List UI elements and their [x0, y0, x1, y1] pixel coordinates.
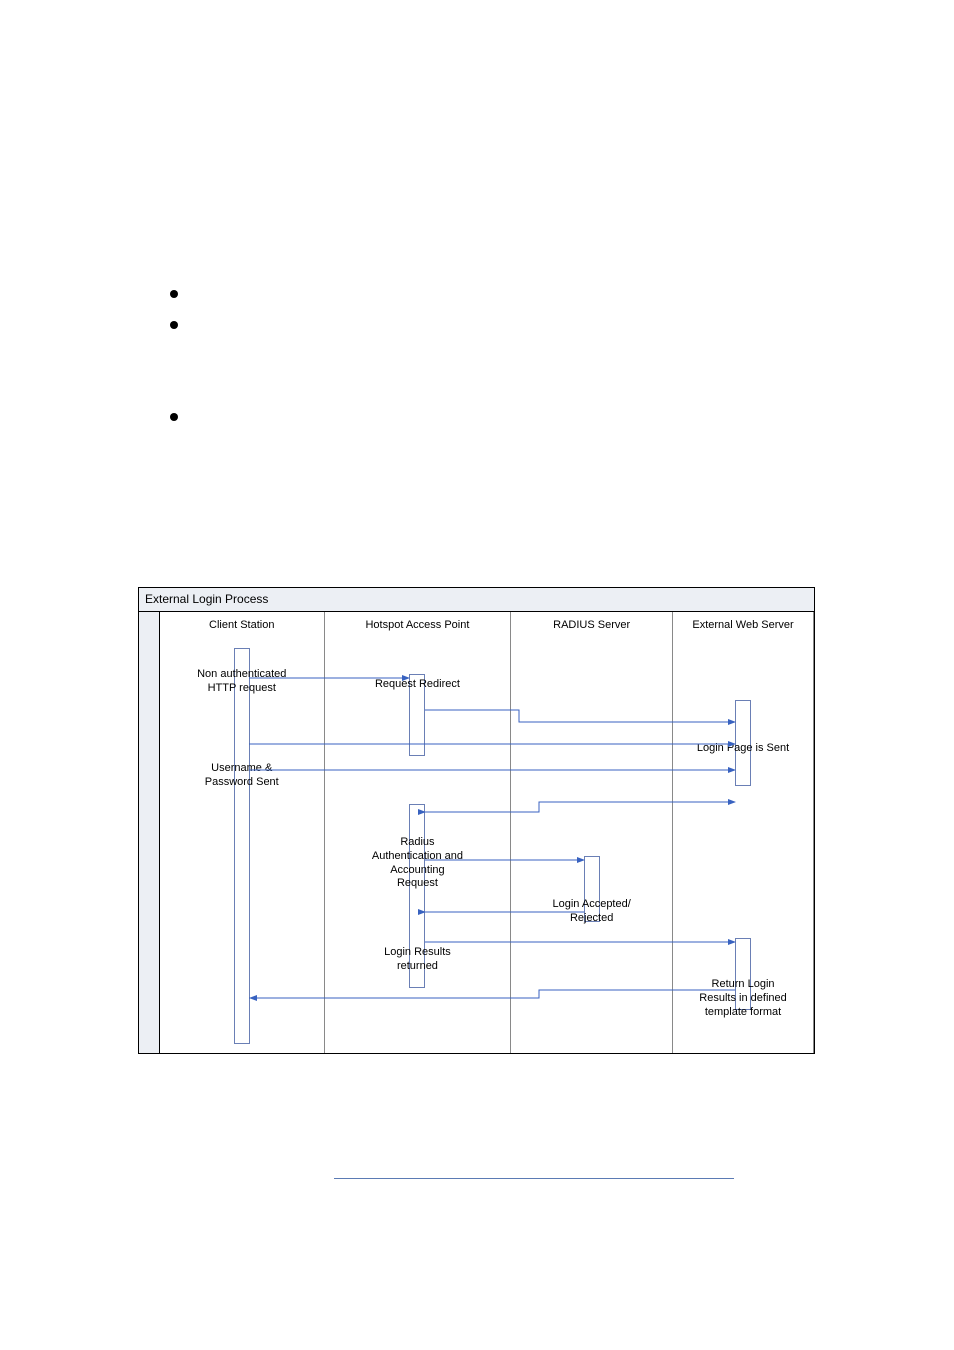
- label-return-login-results: Return Login Results in defined template…: [673, 978, 813, 1019]
- lane-body: Non authenticated HTTP request Username …: [160, 638, 324, 1053]
- lane-header: Client Station: [160, 612, 324, 639]
- label-username-password: Username & Password Sent: [160, 762, 324, 790]
- label-request-redirect: Request Redirect: [325, 678, 511, 692]
- lane-header: RADIUS Server: [511, 612, 672, 639]
- label-login-accepted: Login Accepted/ Rejected: [511, 898, 672, 926]
- sequence-diagram-frame: External Login Process Client Station No…: [138, 587, 815, 1054]
- activation-bar: [234, 648, 250, 1044]
- figure-caption-rule: [334, 1178, 734, 1179]
- page: { "bullets": { "count": 3, "gaps_px": [3…: [0, 0, 954, 1350]
- diagram-title: External Login Process: [139, 588, 814, 612]
- label-non-auth-http: Non authenticated HTTP request: [160, 668, 324, 696]
- lane-body: Login Accepted/ Rejected: [511, 638, 672, 1053]
- bullet-icon: [170, 413, 178, 421]
- lane-radius-server: RADIUS Server Login Accepted/ Rejected: [511, 612, 673, 1053]
- lane-body: Request Redirect Radius Authentication a…: [325, 638, 511, 1053]
- bullet-list: [170, 290, 178, 444]
- lanes-container: Client Station Non authenticated HTTP re…: [139, 612, 814, 1053]
- lane-gutter: [139, 612, 160, 1053]
- bullet-icon: [170, 321, 178, 329]
- lane-external-web: External Web Server Login Page is Sent R…: [673, 612, 814, 1053]
- lane-body: Login Page is Sent Return Login Results …: [673, 638, 813, 1053]
- label-login-page-sent: Login Page is Sent: [673, 742, 813, 756]
- label-login-results: Login Results returned: [325, 946, 511, 974]
- label-radius-auth: Radius Authentication and Accounting Req…: [325, 836, 511, 891]
- lane-header: External Web Server: [673, 612, 813, 639]
- lane-client-station: Client Station Non authenticated HTTP re…: [160, 612, 325, 1053]
- bullet-icon: [170, 290, 178, 298]
- lane-hotspot-ap: Hotspot Access Point Request Redirect Ra…: [325, 612, 512, 1053]
- lane-header: Hotspot Access Point: [325, 612, 511, 639]
